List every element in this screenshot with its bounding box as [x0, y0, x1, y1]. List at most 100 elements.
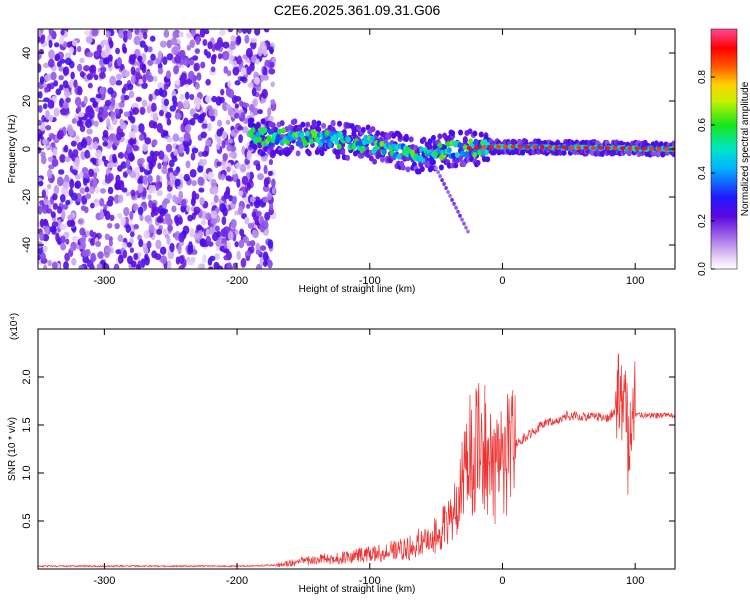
spectrogram-halo-cell — [300, 121, 306, 128]
spectrogram-noise-cell — [100, 50, 108, 59]
spectrogram-peak-cell — [627, 146, 633, 151]
spectrogram-noise-cell — [115, 47, 120, 55]
spectrogram-noise-cell — [141, 63, 147, 74]
spectrogram-noise-cell — [178, 136, 184, 143]
spectrogram-noise-cell — [236, 35, 242, 45]
spectrogram-noise-cell — [156, 189, 163, 197]
spectrogram-signal-cell — [445, 141, 451, 148]
spectrogram-x-ticks: -300 -200 -100 0 100 — [93, 29, 644, 287]
spectrogram-noise-cell — [65, 97, 71, 103]
spectrogram-noise-cell — [104, 233, 111, 241]
spectrogram-noise-cell — [189, 93, 195, 101]
spectrogram-noise-cell — [42, 138, 48, 145]
spectrogram-noise-cell — [246, 66, 252, 76]
spectrogram-noise-cell — [124, 70, 130, 77]
snr-panel: -300 -200 -100 0 100 0.5 1.0 1.5 2.0 (x10⁴) Hei… — [7, 313, 676, 595]
spectrogram-noise-cell — [82, 255, 89, 264]
spectrogram-noise-cell — [174, 178, 181, 187]
spectrogram-noise-cell — [205, 235, 212, 245]
spectrogram-noise-cell — [152, 150, 160, 157]
spectrogram-noise-cell — [92, 158, 97, 166]
spectrogram-noise-cell — [217, 53, 223, 60]
spectrogram-noise-cell — [213, 261, 220, 269]
spectrogram-noise-cell — [50, 211, 56, 218]
spectrogram-noise-cell — [263, 66, 268, 77]
snr-x-tick-label: -300 — [93, 575, 115, 587]
spectrogram-noise-cell — [85, 193, 92, 200]
spectrogram-noise-cell — [216, 128, 223, 137]
spectrogram-noise-cell — [148, 93, 153, 102]
spectrogram-noise-cell — [221, 139, 226, 149]
spectrogram-noise-cell — [93, 141, 98, 150]
snr-y-label: SNR (10 * v/v) — [7, 417, 18, 481]
spectrogram-noise-cell — [259, 40, 266, 50]
spectrogram-noise-cell — [249, 240, 256, 247]
spectrogram-noise-cell — [248, 171, 254, 180]
spectrogram-noise-cell — [185, 160, 191, 169]
spectrogram-noise-cell — [234, 103, 240, 109]
spectrogram-noise-cell — [139, 167, 146, 173]
spectrogram-noise-cell — [79, 57, 85, 64]
spectrogram-halo-cell — [671, 140, 675, 147]
spectrogram-noise-cell — [167, 167, 174, 173]
spectrogram-noise-cell — [139, 214, 144, 222]
spectrogram-noise-cell — [106, 118, 111, 128]
spectrogram-noise-cell — [178, 190, 184, 201]
spectrogram-noise-cell — [106, 162, 114, 169]
snr-y-tick-label: 1.0 — [21, 465, 33, 480]
spectrogram-noise-cell — [223, 190, 230, 200]
spectrogram-noise-cell — [171, 46, 179, 56]
spectrogram-noise-cell — [102, 129, 109, 138]
spectrogram-noise-cell — [93, 120, 99, 128]
spectrogram-noise-cell — [200, 238, 205, 246]
spectrogram-noise-cell — [93, 167, 100, 173]
spectrogram-noise-cell — [254, 29, 261, 36]
spectrogram-y-tick-label: -40 — [21, 237, 33, 253]
spectrogram-noise-cell — [177, 216, 183, 225]
spectrogram-noise-cell — [166, 136, 173, 143]
spectrogram-noise-cell — [76, 105, 82, 113]
colorbar: 0.0 0.2 0.4 0.6 0.8 Normalized spectral ampl… — [697, 28, 750, 276]
spectrogram-noise-cell — [110, 111, 115, 119]
spectrogram-noise-cell — [163, 29, 170, 38]
spectrogram-noise-cell — [190, 108, 195, 115]
spectrogram-noise-cell — [231, 196, 237, 205]
spectrogram-noise-cell — [267, 170, 273, 176]
spectrogram-noise-cell — [255, 163, 261, 171]
spectrogram-noise-cell — [184, 91, 190, 100]
spectrogram-noise-cell — [228, 88, 235, 99]
spectrogram-noise-cell — [153, 113, 158, 122]
spectrogram-spur-cell — [452, 201, 456, 206]
spectrogram-signal-cell — [358, 140, 363, 147]
spectrogram-noise-cell — [216, 161, 222, 167]
spectrogram-noise-cell — [125, 224, 132, 234]
spectrogram-noise-cell — [157, 67, 164, 75]
spectrogram-noise-cell — [247, 82, 254, 88]
spectrogram-noise-cell — [231, 94, 238, 104]
spectrogram-noise-cell — [89, 229, 94, 237]
spectrogram-noise-cell — [66, 41, 73, 49]
spectrogram-noise-cell — [128, 130, 136, 141]
spectrogram-noise-cell — [240, 257, 247, 268]
spectrogram-noise-cell — [246, 29, 252, 35]
spectrogram-noise-cell — [51, 159, 58, 167]
spectrogram-halo-cell — [268, 121, 274, 128]
spectrogram-noise-cell — [126, 143, 133, 154]
spectrogram-noise-cell — [167, 224, 173, 232]
spectrogram-halo-cell — [255, 122, 261, 129]
spectrogram-noise-cell — [158, 150, 165, 160]
spectrogram-noise-cell — [232, 60, 238, 68]
spectrogram-halo-cell — [260, 118, 266, 125]
spectrogram-noise-cell — [90, 252, 97, 263]
spectrogram-noise-cell — [163, 98, 170, 107]
spectrogram-noise-cell — [79, 187, 86, 194]
spectrogram-noise-cell — [85, 119, 92, 129]
spectrogram-noise-cell — [64, 252, 70, 262]
spectrogram-signal-cell — [320, 137, 326, 144]
spectrogram-noise-cell — [77, 111, 85, 118]
spectrogram-halo-cell — [356, 124, 362, 131]
spectrogram-noise-cell — [216, 230, 221, 238]
spectrogram-noise-cell — [193, 63, 199, 72]
spectrogram-noise-cell — [207, 122, 212, 132]
